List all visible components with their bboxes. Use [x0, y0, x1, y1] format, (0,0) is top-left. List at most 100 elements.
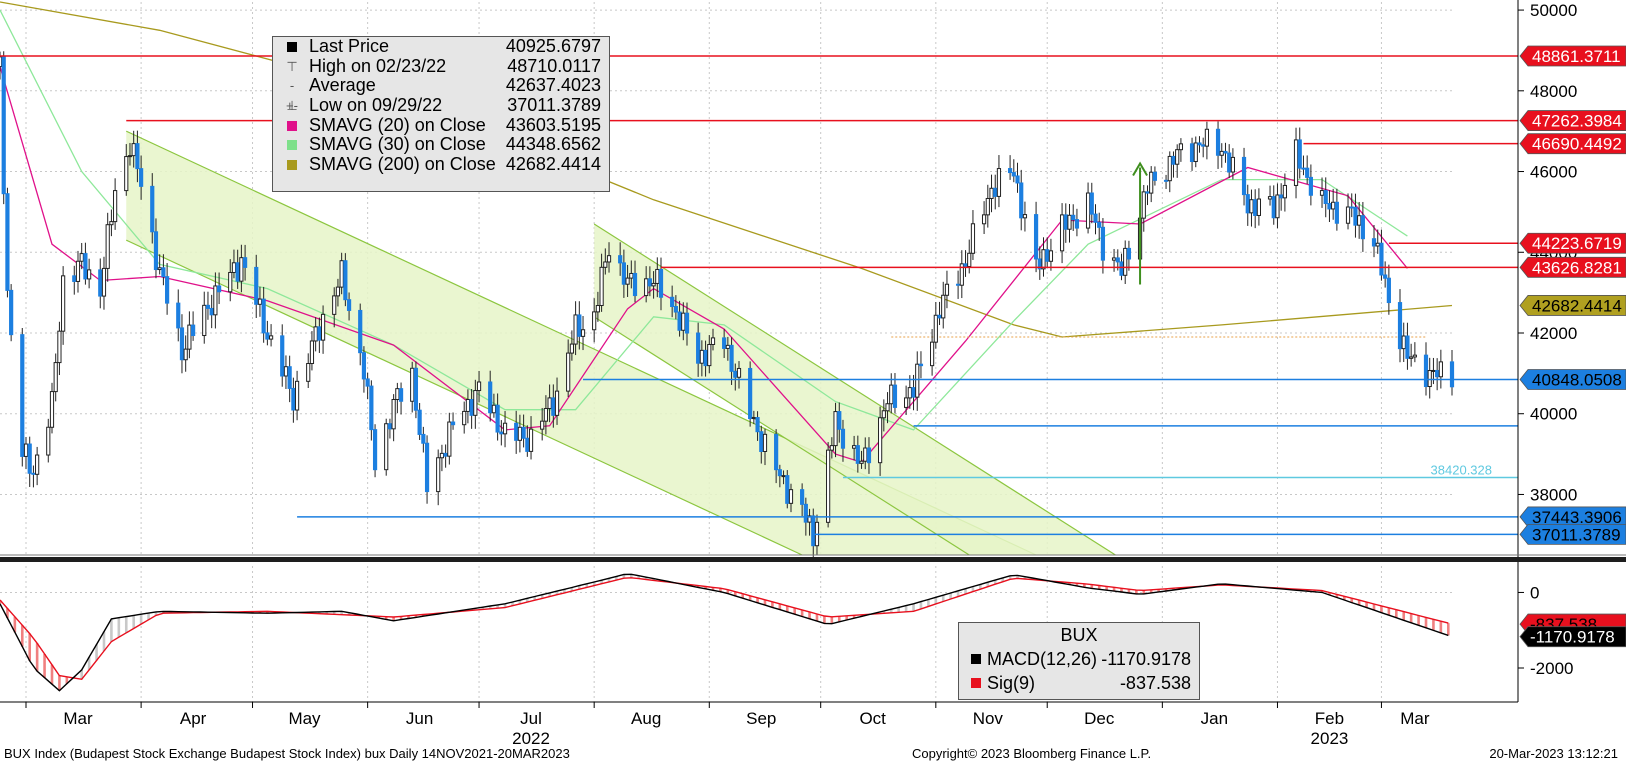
- legend-row-sma30: SMAVG (30) on Close 44348.6562: [273, 135, 609, 155]
- candle-up: [239, 257, 244, 282]
- candle-down: [413, 367, 419, 411]
- candle-down: [703, 349, 708, 367]
- candle-up: [465, 398, 471, 412]
- candle-up: [930, 341, 935, 367]
- candle-up: [1427, 370, 1432, 388]
- legend-value: 42682.4414: [505, 154, 601, 175]
- x-axis-year-label: 2022: [512, 729, 550, 748]
- last-price-swatch: [287, 42, 297, 52]
- candle-up: [1175, 149, 1180, 165]
- candle-down: [254, 266, 259, 305]
- candle-up: [1431, 369, 1436, 372]
- candle-up: [75, 260, 81, 282]
- candle-up: [462, 410, 467, 426]
- channel-lower-line: [126, 239, 803, 556]
- price-level-tag: [1519, 369, 1626, 390]
- candle-down: [287, 366, 292, 389]
- candle-up: [0, 56, 3, 68]
- x-axis-month-label: Aug: [631, 709, 661, 728]
- candle-down: [1093, 213, 1098, 223]
- macd-axis-label: -2000: [1530, 659, 1573, 678]
- candle-up: [306, 363, 311, 382]
- x-axis-year-label: 2023: [1311, 729, 1349, 748]
- candle-down: [855, 445, 860, 464]
- candle-up: [391, 399, 396, 430]
- candle-down: [1201, 144, 1206, 147]
- candle-up: [23, 443, 29, 457]
- candle-up: [101, 267, 107, 297]
- candle-up: [967, 252, 972, 268]
- candle-down: [72, 275, 77, 282]
- legend-value: 44348.6562: [505, 134, 601, 155]
- candle-up: [543, 407, 548, 422]
- candle-up: [1401, 335, 1406, 350]
- candle-up: [762, 433, 768, 452]
- candle-down: [191, 324, 196, 337]
- candle-up: [599, 266, 604, 307]
- x-axis-month-label: Nov: [973, 709, 1004, 728]
- price-axis-label: 38000: [1530, 485, 1577, 504]
- price-axis-label: 42000: [1530, 324, 1577, 343]
- footer-security-description: BUX Index (Budapest Stock Exchange Budap…: [4, 746, 570, 761]
- candle-up: [970, 223, 976, 254]
- candle-down: [632, 272, 638, 297]
- candle-up: [580, 329, 586, 337]
- candle-up: [79, 253, 84, 262]
- breakout-arrow-head: [1132, 161, 1148, 176]
- legend-name: High on 02/23/22: [309, 55, 447, 76]
- candle-down: [647, 278, 652, 287]
- candle-up: [1041, 249, 1046, 270]
- candle-down: [1037, 258, 1042, 270]
- candle-down: [1163, 179, 1169, 182]
- candle-up: [1059, 214, 1065, 252]
- candle-down: [525, 437, 530, 452]
- candle-up: [105, 224, 110, 269]
- candle-down: [1271, 196, 1276, 219]
- candle-up: [1204, 128, 1210, 147]
- candle-up: [859, 460, 864, 464]
- candle-down: [235, 262, 240, 282]
- candle-up: [1375, 242, 1380, 247]
- candle-up: [710, 337, 716, 345]
- legend-value: 43603.5195: [505, 114, 601, 135]
- candle-up: [569, 343, 574, 354]
- candle-up: [187, 324, 192, 350]
- candle-up: [699, 349, 704, 364]
- candle-up: [1085, 192, 1091, 229]
- candle-down: [176, 302, 181, 329]
- candle-down: [135, 143, 140, 170]
- price-level-tag: [1519, 110, 1626, 131]
- price-level-tag-label: 46690.4492: [1532, 135, 1622, 154]
- price-axis-label: 40000: [1530, 405, 1577, 424]
- candle-up: [959, 263, 964, 286]
- candle-down: [1019, 182, 1024, 219]
- legend-value: 48710.0117: [507, 55, 601, 76]
- candle-up: [554, 390, 560, 416]
- candle-down: [1349, 206, 1354, 209]
- candle-up: [49, 391, 55, 428]
- candle-up: [46, 426, 51, 456]
- candle-up: [1357, 215, 1362, 226]
- candle-down: [1197, 142, 1202, 146]
- candle-down: [1353, 206, 1358, 226]
- candle-down: [205, 304, 211, 309]
- candle-up: [996, 168, 1002, 197]
- candle-down: [800, 489, 805, 505]
- candle-down: [424, 442, 430, 493]
- candle-up: [807, 515, 812, 523]
- candle-down: [280, 335, 285, 377]
- candle-down: [551, 397, 556, 416]
- candle-down: [450, 421, 456, 426]
- price-level-tag-label: 44223.6719: [1532, 234, 1622, 253]
- candle-down: [291, 387, 296, 411]
- candle-down: [1063, 214, 1068, 230]
- candle-up: [1067, 214, 1072, 230]
- candle-down: [521, 426, 526, 439]
- candle-down: [161, 267, 166, 278]
- candle-up: [1022, 214, 1028, 219]
- macd-legend-row: MACD(12,26) -1170.9178: [959, 647, 1199, 671]
- candle-up: [1331, 201, 1336, 210]
- candle-down: [261, 298, 266, 334]
- signal-swatch: [971, 678, 981, 688]
- candle-down: [1115, 257, 1120, 263]
